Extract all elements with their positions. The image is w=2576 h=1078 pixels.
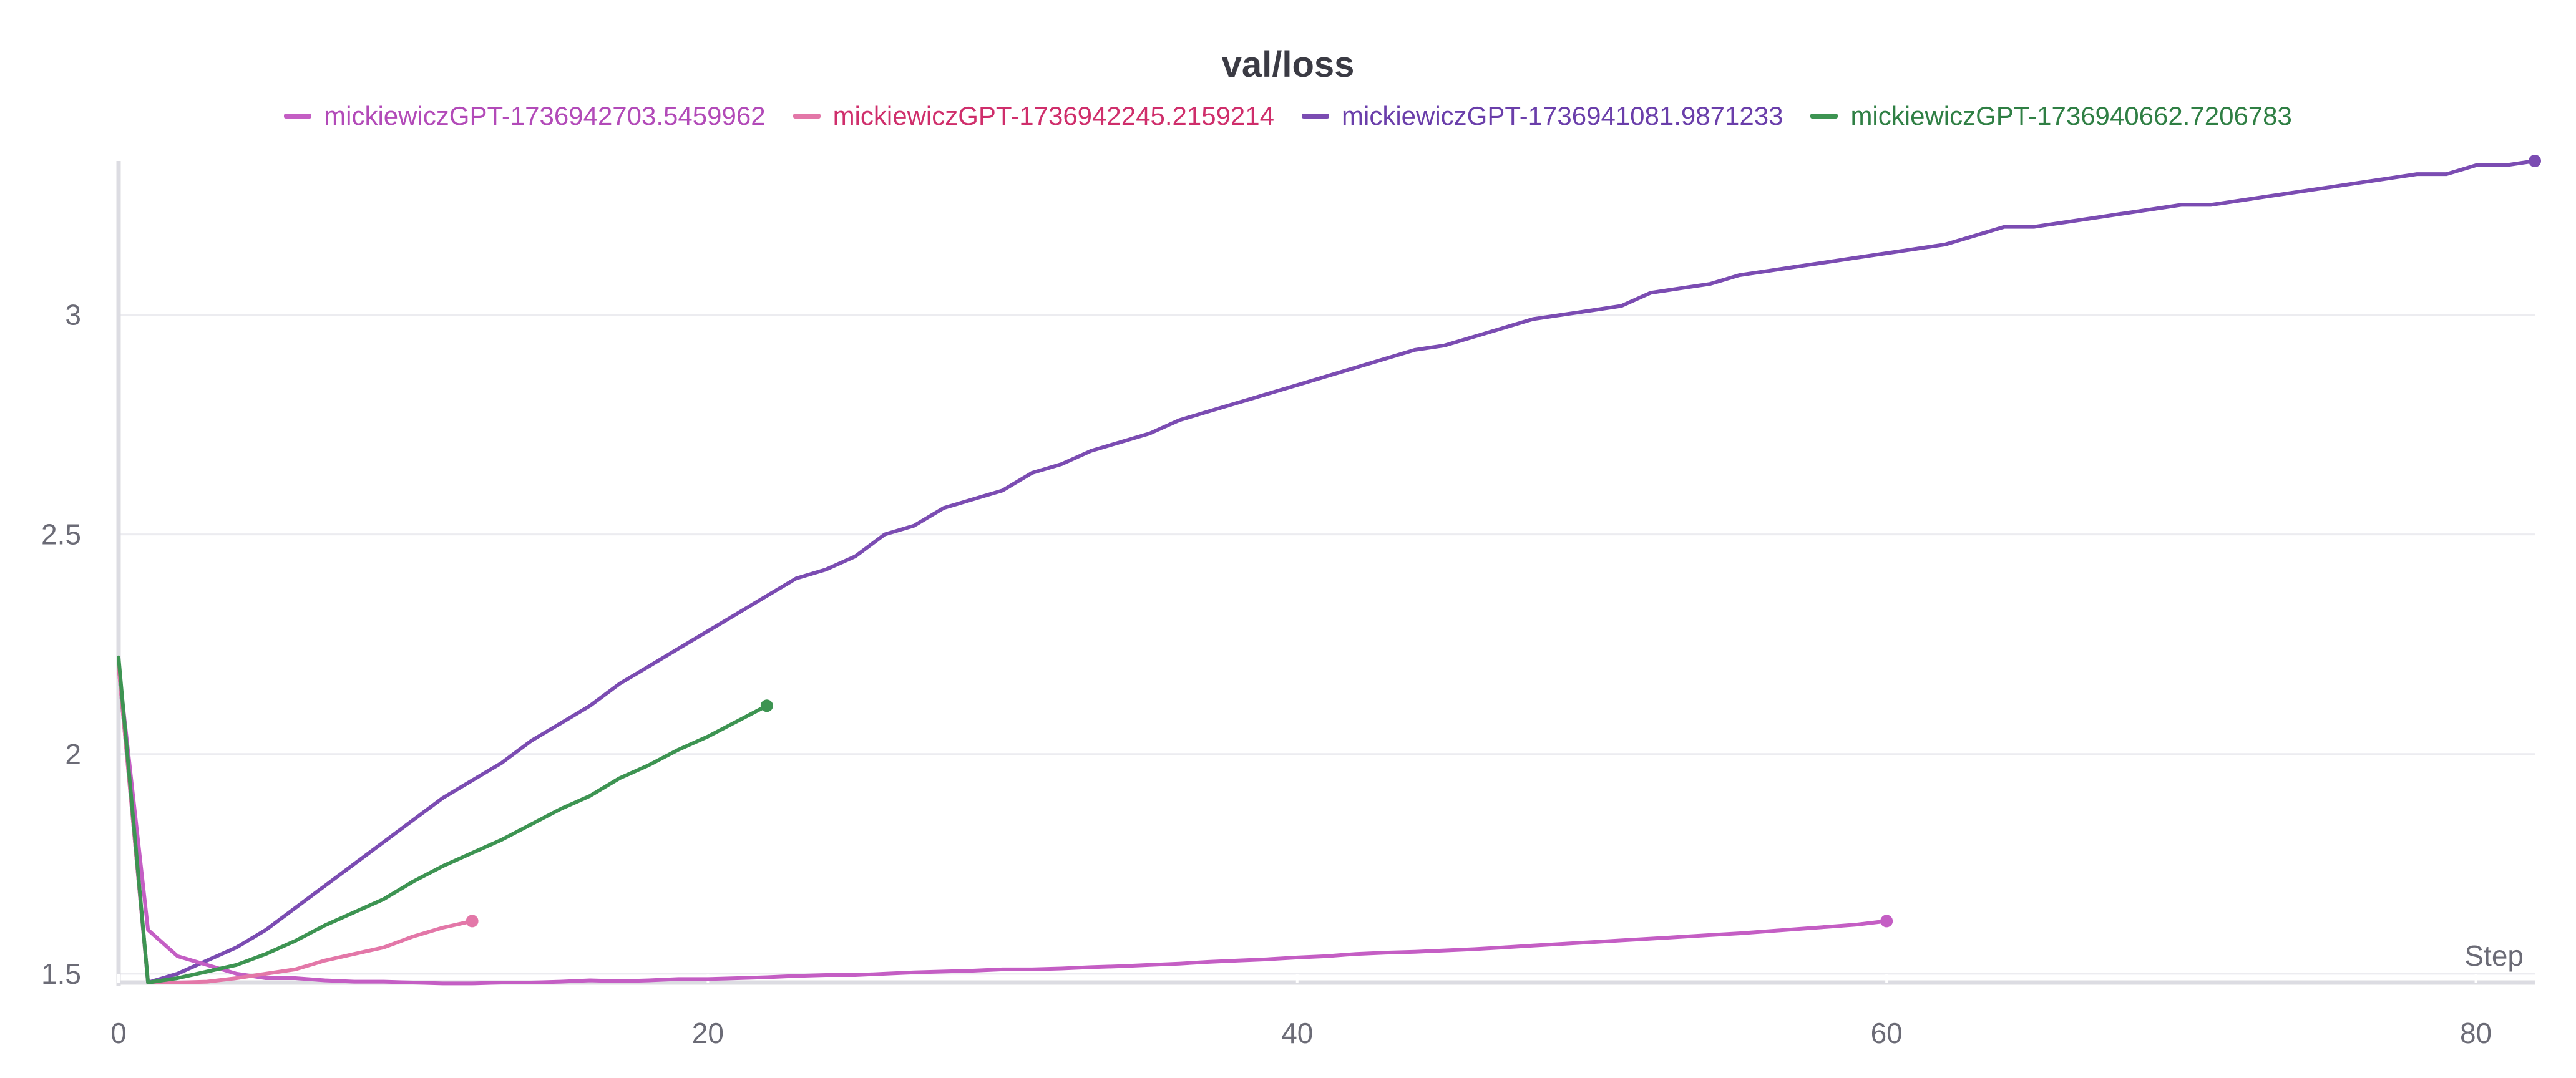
legend-swatch bbox=[1810, 114, 1838, 119]
x-tick-label: 40 bbox=[1281, 1017, 1313, 1049]
x-tick-label: 0 bbox=[110, 1017, 127, 1049]
series-end-point bbox=[466, 915, 479, 928]
series-line bbox=[117, 159, 2537, 984]
series-end-point bbox=[2529, 155, 2541, 167]
label-layer: 1.5 2 2.5 3 0 20 40 60 80 Step bbox=[41, 298, 2524, 1049]
legend-label: mickiewiczGPT-1736942245.2159214 bbox=[832, 101, 1274, 130]
legend-item[interactable]: mickiewiczGPT-1736942703.5459962 bbox=[284, 101, 766, 131]
legend-label: mickiewiczGPT-1736940662.7206783 bbox=[1850, 101, 2292, 130]
legend-label: mickiewiczGPT-1736941081.9871233 bbox=[1342, 101, 1783, 130]
legend-swatch bbox=[1302, 114, 1329, 119]
chart-legend: mickiewiczGPT-1736942703.5459962 mickiew… bbox=[0, 101, 2576, 131]
x-tick-label: 20 bbox=[692, 1017, 724, 1049]
x-axis-label: Step bbox=[2464, 940, 2524, 972]
series-line bbox=[117, 664, 474, 984]
y-tick-label: 1.5 bbox=[41, 958, 81, 990]
y-tick-label: 2.5 bbox=[41, 518, 81, 551]
x-tick-label: 60 bbox=[1871, 1017, 1903, 1049]
series-end-point bbox=[1880, 915, 1893, 928]
chart-title: val/loss bbox=[1221, 44, 1355, 85]
series-line bbox=[117, 664, 1889, 986]
legend-label: mickiewiczGPT-1736942703.5459962 bbox=[324, 101, 766, 130]
series-line bbox=[117, 655, 769, 984]
y-tick-label: 2 bbox=[65, 738, 81, 770]
series-layer bbox=[117, 155, 2541, 986]
legend-item[interactable]: mickiewiczGPT-1736940662.7206783 bbox=[1810, 101, 2292, 131]
x-tick-label: 80 bbox=[2460, 1017, 2492, 1049]
legend-item[interactable]: mickiewiczGPT-1736941081.9871233 bbox=[1302, 101, 1783, 131]
axis-layer bbox=[116, 161, 2535, 986]
series-end-point bbox=[760, 699, 773, 712]
y-tick-label: 3 bbox=[65, 298, 81, 331]
legend-swatch bbox=[284, 114, 312, 119]
legend-swatch bbox=[793, 114, 821, 119]
grid-layer bbox=[119, 313, 2535, 975]
legend-item[interactable]: mickiewiczGPT-1736942245.2159214 bbox=[793, 101, 1274, 131]
